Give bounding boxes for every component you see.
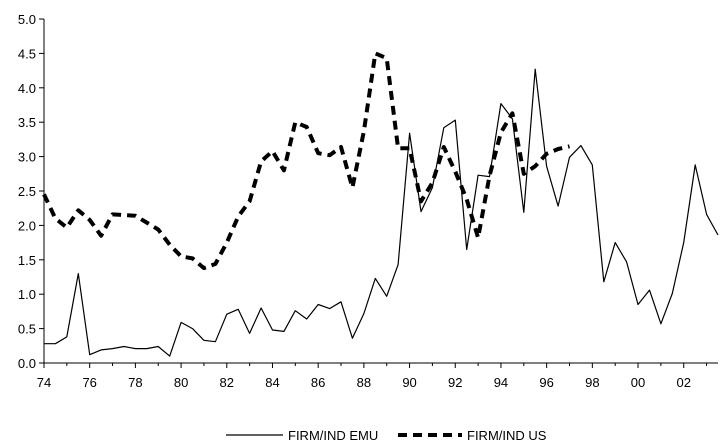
legend-label-us: FIRM/IND US	[467, 428, 547, 443]
x-tick-label: 84	[265, 375, 279, 390]
y-tick-label: 1.5	[18, 253, 36, 268]
x-tick-label: 02	[676, 375, 690, 390]
x-tick-label: 88	[357, 375, 371, 390]
plot-series	[42, 51, 719, 357]
x-tick-label: 00	[631, 375, 645, 390]
series-line-firm-ind-us	[42, 51, 570, 271]
x-tick-label: 74	[37, 375, 51, 390]
x-tick-label: 98	[585, 375, 599, 390]
y-tick-label: 2.0	[18, 218, 36, 233]
chart-legend: FIRM/IND EMU FIRM/IND US	[226, 428, 547, 443]
chart-axes	[43, 19, 718, 364]
y-tick-label: 4.5	[18, 46, 36, 61]
y-axis-ticks: 0.0 0.5 1.0 1.5 2.0 2.5 3.0 3.5 4.0 4.5 5.0	[18, 12, 44, 371]
legend-label-emu: FIRM/IND EMU	[288, 428, 378, 443]
x-tick-label: 94	[494, 375, 508, 390]
y-tick-label: 0.5	[18, 322, 36, 337]
x-tick-label: 90	[402, 375, 416, 390]
x-tick-label: 92	[448, 375, 462, 390]
x-axis-ticks: 74 76 78 80 82 84 86 88 90 92 94 96 98 00 02	[37, 363, 708, 390]
y-tick-label: 5.0	[18, 12, 36, 27]
x-tick-label: 80	[174, 375, 188, 390]
y-tick-label: 4.0	[18, 81, 36, 96]
y-tick-label: 0.0	[18, 356, 36, 371]
x-tick-label: 76	[82, 375, 96, 390]
y-tick-label: 1.0	[18, 287, 36, 302]
x-tick-label: 86	[311, 375, 325, 390]
x-tick-label: 78	[128, 375, 142, 390]
x-tick-label: 82	[220, 375, 234, 390]
series-line-firm-ind-emu	[44, 68, 719, 357]
x-tick-label: 96	[539, 375, 553, 390]
y-tick-label: 3.5	[18, 115, 36, 130]
y-tick-label: 3.0	[18, 150, 36, 165]
y-tick-label: 2.5	[18, 184, 36, 199]
